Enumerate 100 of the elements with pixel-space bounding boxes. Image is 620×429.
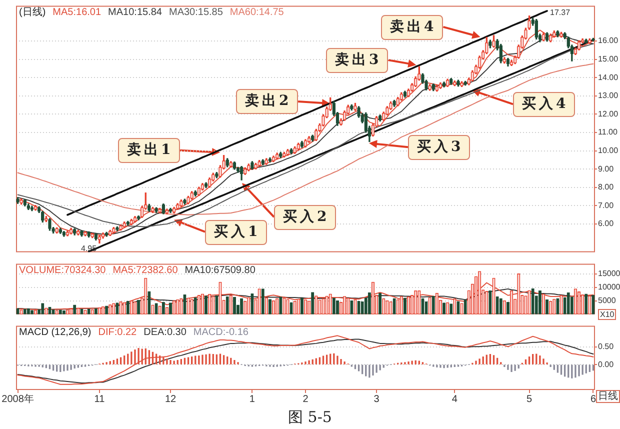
x-tick-label: 12: [164, 394, 177, 405]
x-tick-label: 3: [374, 394, 380, 405]
candlestick: [435, 84, 439, 92]
x-tick-label: 2: [302, 394, 309, 405]
annotation: 4.95: [81, 244, 97, 253]
candlestick: [23, 198, 27, 206]
candlestick: [304, 139, 308, 148]
candlestick: [464, 80, 467, 86]
candlestick: [215, 172, 218, 178]
candlestick: [258, 160, 261, 167]
candlestick: [104, 232, 108, 237]
candlestick: [87, 231, 90, 238]
candlestick: [148, 204, 151, 212]
candlestick: [190, 191, 194, 200]
text: DIF:0.22: [98, 326, 137, 338]
candlestick: [41, 210, 44, 223]
candlestick: [136, 215, 140, 220]
candlestick: [250, 161, 254, 170]
x-tick-label: 1: [249, 394, 256, 405]
candlestick: [534, 19, 538, 40]
candlestick: [460, 81, 464, 88]
candlestick: [542, 32, 546, 42]
candlestick: [66, 230, 70, 236]
x-tick-label: 2008年: [2, 392, 34, 405]
candlestick: [560, 32, 563, 38]
candlestick: [55, 227, 58, 234]
y-tick-label: 5000: [598, 296, 616, 305]
candlestick: [310, 134, 314, 142]
annotation: 卖出2: [236, 88, 298, 114]
candlestick: [492, 35, 496, 48]
x-tick-label: 4: [452, 394, 458, 405]
candlestick: [62, 231, 66, 237]
candlestick: [84, 231, 87, 236]
chart-title: MACD (12,26,9): [19, 326, 92, 338]
candlestick: [30, 206, 34, 212]
candlestick: [126, 220, 130, 226]
candlestick: [510, 60, 514, 66]
candlestick: [545, 32, 549, 42]
annotation: 17.37: [550, 8, 570, 17]
candlestick: [300, 140, 304, 148]
annotation: 买入2: [274, 204, 336, 230]
candlestick: [229, 161, 233, 168]
text: MA10:15.84: [108, 6, 162, 18]
series-label: MACD:-0.16: [193, 326, 248, 338]
candlestick: [232, 161, 236, 170]
y-tick-label: 15.00: [598, 54, 619, 64]
annotation: 卖出3: [326, 48, 388, 72]
candlestick: [548, 34, 552, 42]
candlestick: [282, 152, 286, 158]
candlestick: [44, 216, 48, 222]
candlestick: [403, 90, 407, 98]
caption: 图 5-5: [288, 408, 332, 427]
candlestick: [58, 228, 62, 234]
candlestick: [438, 82, 442, 89]
y-tick-label: 12.00: [598, 109, 619, 118]
annotation: 买入4: [513, 92, 575, 116]
text: MA5:72382.60: [112, 264, 178, 276]
y-tick-label: 10000: [598, 282, 620, 292]
candlestick: [552, 30, 556, 38]
candlestick: [456, 80, 460, 87]
candlestick: [116, 226, 119, 232]
candlestick: [34, 205, 38, 211]
text: 日线: [596, 390, 620, 403]
y-tick-label: 16.00: [598, 36, 619, 46]
candlestick: [502, 57, 506, 64]
text: MA30:15.85: [168, 6, 223, 18]
candlestick: [272, 156, 276, 162]
text: MA5:16.01: [52, 6, 102, 18]
candlestick: [268, 157, 272, 162]
y-tick-label: 11.00: [598, 128, 618, 137]
candlestick: [90, 232, 94, 238]
y-tick-label: 13.00: [598, 91, 619, 100]
annotation: 卖出1: [118, 138, 180, 162]
candlestick: [122, 221, 126, 228]
x-tick-label: 11: [94, 394, 106, 405]
y-tick-label: 0.00: [598, 360, 614, 369]
candlestick: [165, 208, 169, 214]
annotation: 买入3: [408, 134, 470, 160]
candlestick: [442, 82, 446, 88]
candlestick: [98, 235, 102, 244]
candlestick: [133, 216, 137, 223]
x-tick-label: 6: [590, 394, 596, 405]
candlestick: [94, 232, 98, 240]
candlestick: [588, 38, 592, 44]
text: VOLUME:70324.30: [19, 264, 106, 276]
candlestick: [453, 80, 456, 86]
candlestick: [446, 78, 450, 88]
text: MA10:67509.80: [184, 264, 256, 276]
text: X10: [598, 309, 616, 320]
y-tick-label: 8.00: [598, 182, 614, 192]
y-tick-label: 14.00: [598, 72, 619, 82]
candlestick: [69, 228, 73, 234]
candlestick: [264, 158, 268, 165]
y-tick-label: 7.00: [598, 200, 614, 210]
y-tick-label: 10.00: [598, 146, 619, 155]
candlestick: [112, 226, 116, 234]
y-tick-label: 0.50: [598, 342, 614, 352]
candlestick: [172, 206, 176, 214]
candlestick: [279, 152, 282, 158]
y-tick-label: 9.00: [598, 164, 614, 174]
